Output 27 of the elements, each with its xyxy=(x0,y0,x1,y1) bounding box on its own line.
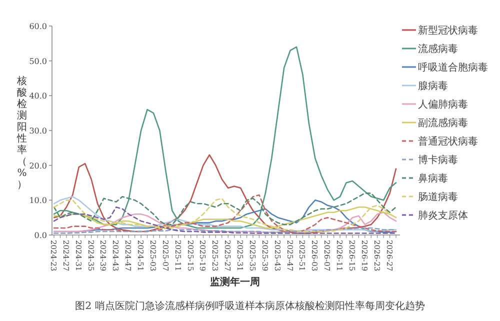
legend-label: 新型冠状病毒 xyxy=(418,24,478,36)
y-tick-label: 50.0 xyxy=(29,56,47,66)
y-tick-label: 0.0 xyxy=(34,231,47,240)
y-tick-label: 30.0 xyxy=(29,126,47,136)
line-series xyxy=(53,192,397,226)
legend-label: 肠道病毒 xyxy=(418,191,458,203)
legend-label: 普通冠状病毒 xyxy=(418,136,478,148)
legend-label: 鼻病毒 xyxy=(418,172,448,184)
x-axis-title: 监测年一周 xyxy=(210,276,260,288)
line-series xyxy=(53,46,397,229)
legend-label: 肺炎支原体 xyxy=(418,210,468,222)
legend-label: 副流感病毒 xyxy=(418,117,468,129)
y-tick-label: 20.0 xyxy=(29,161,47,170)
legend-label: 呼吸道合胞病毒 xyxy=(418,62,488,74)
legend-label: 腺病毒 xyxy=(418,80,448,92)
line-series xyxy=(53,206,397,234)
y-tick-label: 10.0 xyxy=(29,196,47,206)
legend-label: 博卡病毒 xyxy=(418,154,458,166)
y-tick-label: 60.0 xyxy=(29,22,47,31)
text: 核酸检测阳性率（%） xyxy=(17,76,27,190)
text: 图2 哨点医院门急诊流感样病例呼吸道样本病原体核酸检测阳性率每周变化趋势 xyxy=(75,300,425,312)
y-tick-label: 40.0 xyxy=(29,92,47,101)
line-series xyxy=(53,206,397,229)
legend-label: 人偏肺病毒 xyxy=(418,98,468,110)
line-series xyxy=(53,212,397,233)
line-series xyxy=(53,154,397,234)
legend-label: 流感病毒 xyxy=(418,43,458,55)
